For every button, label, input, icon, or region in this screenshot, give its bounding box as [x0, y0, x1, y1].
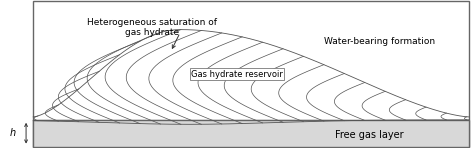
Text: Gas hydrate reservoir: Gas hydrate reservoir: [191, 70, 283, 78]
Text: Heterogeneous saturation of
gas hydrate: Heterogeneous saturation of gas hydrate: [87, 18, 217, 37]
Bar: [33, 120, 469, 147]
Text: Free gas layer: Free gas layer: [336, 130, 404, 140]
Text: h: h: [10, 128, 16, 138]
Text: Water-bearing formation: Water-bearing formation: [324, 37, 435, 46]
